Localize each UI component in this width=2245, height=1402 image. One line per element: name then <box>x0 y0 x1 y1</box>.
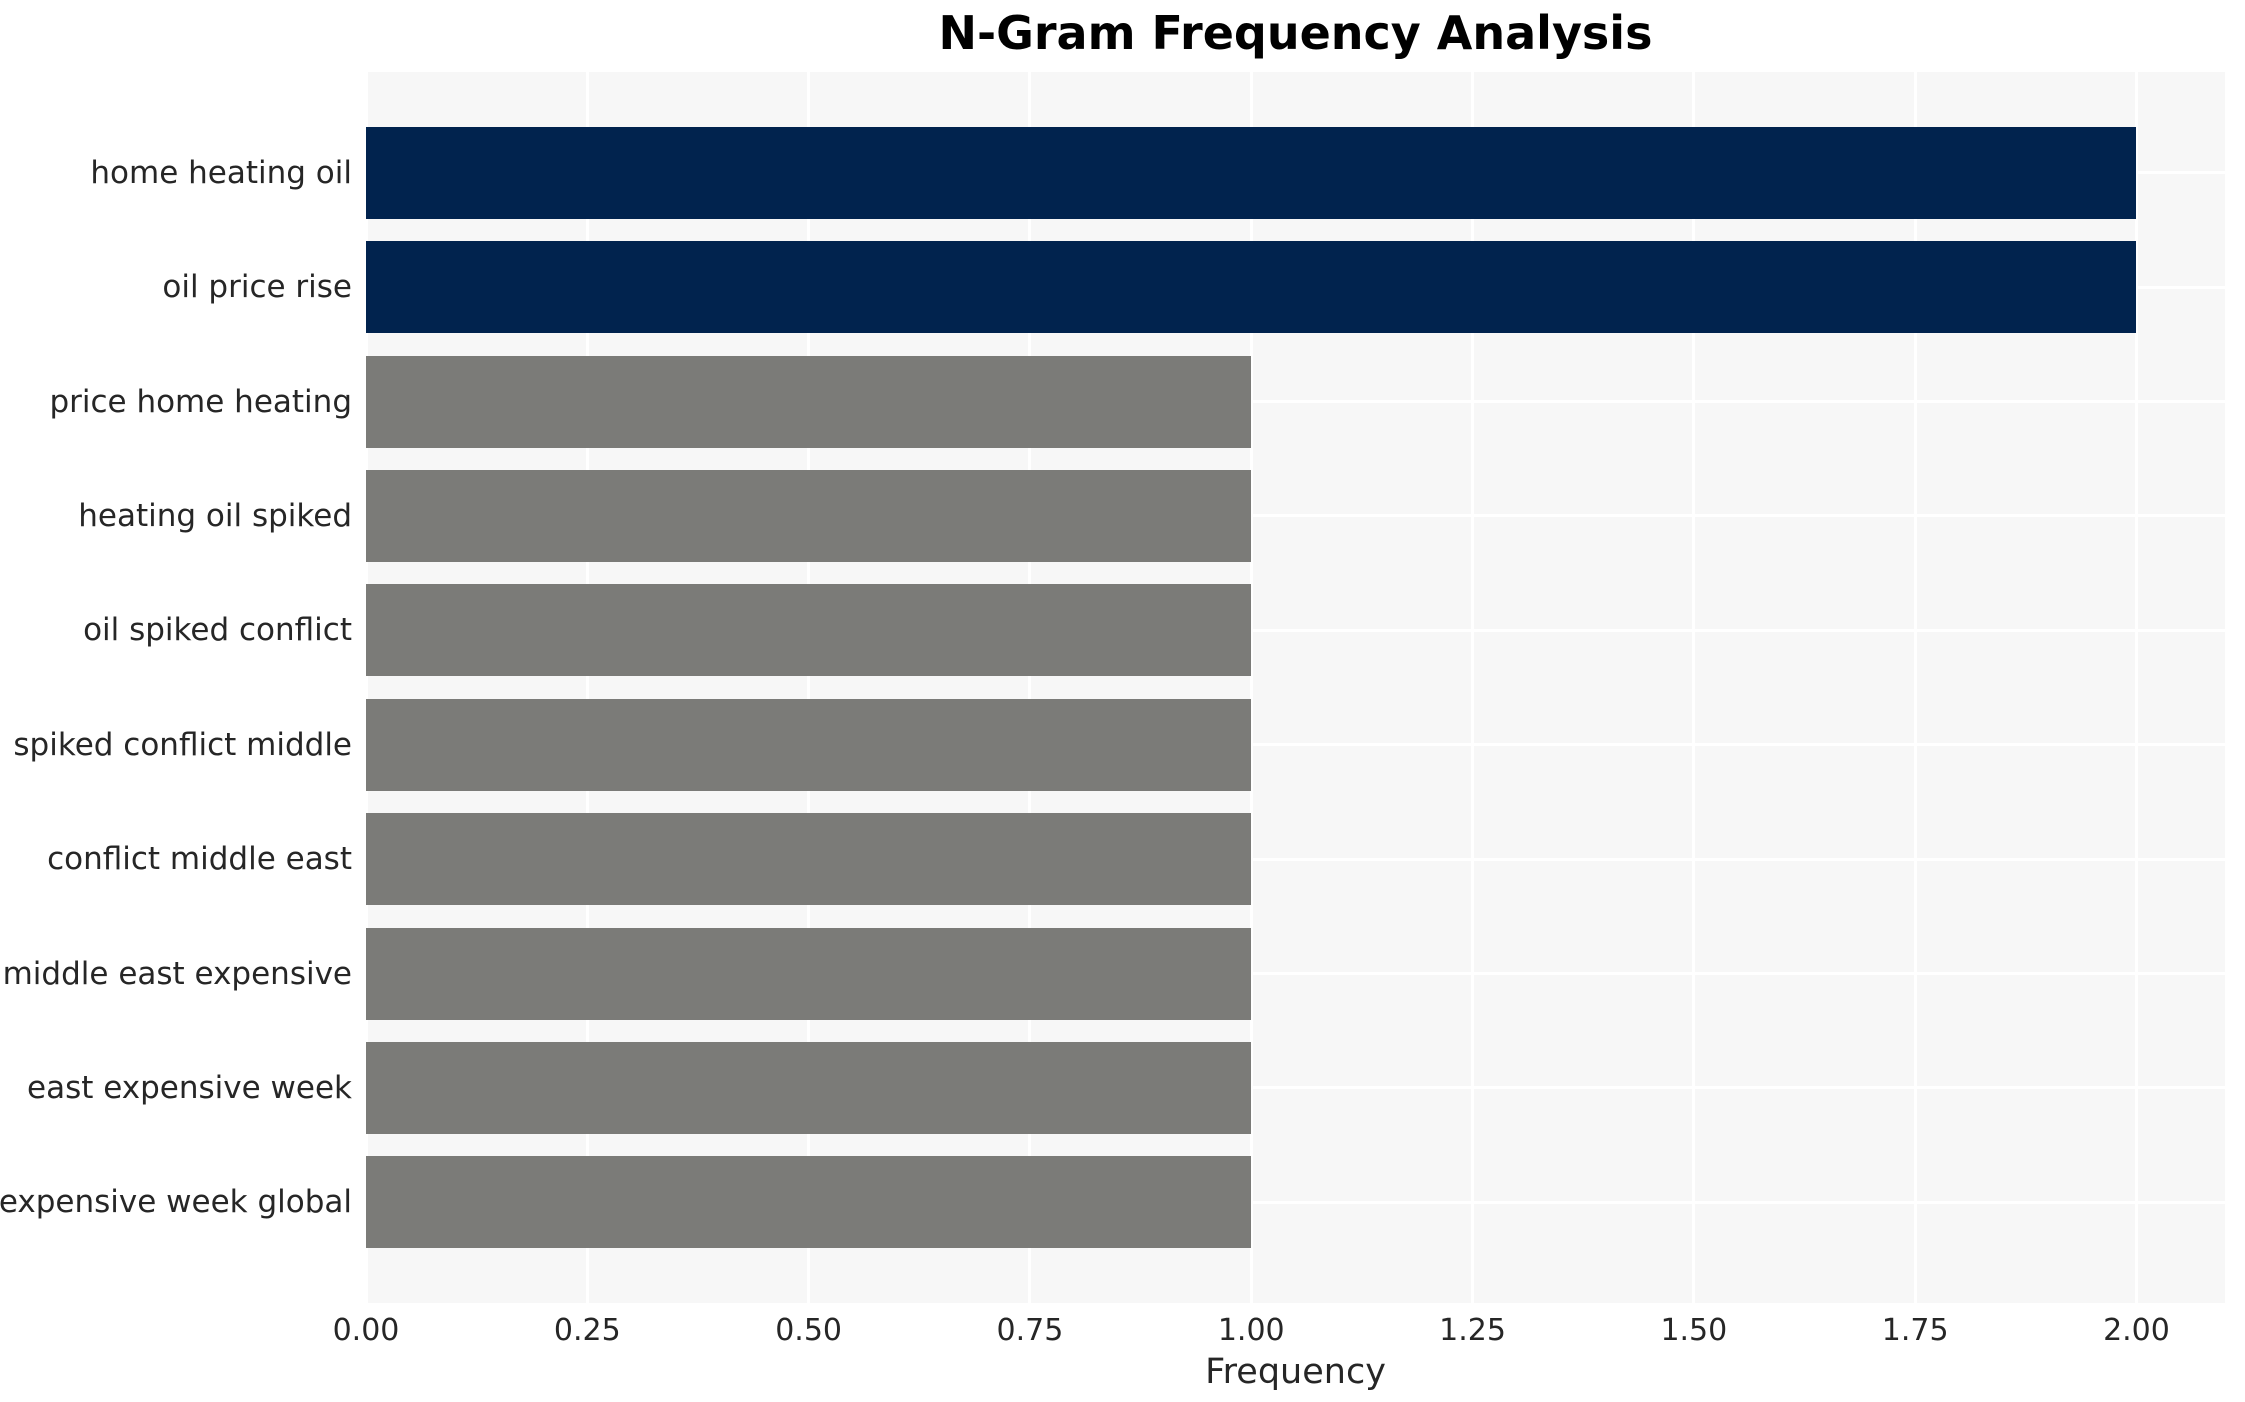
x-tick-label: 0.00 <box>332 1313 400 1348</box>
y-tick-label: expensive week global <box>0 1184 352 1221</box>
x-gridline <box>585 72 589 1303</box>
x-gridline <box>364 72 368 1303</box>
y-gridline <box>366 628 2225 632</box>
bar-heating-oil-spiked <box>366 469 1252 562</box>
y-gridline <box>366 743 2225 747</box>
y-gridline <box>366 514 2225 518</box>
chart-title: N-Gram Frequency Analysis <box>938 6 1653 60</box>
bar-oil-spiked-conflict <box>366 584 1252 677</box>
y-gridline <box>366 972 2225 975</box>
x-gridline <box>1692 72 1696 1303</box>
y-gridline <box>366 400 2225 403</box>
plot-area <box>364 72 2225 1303</box>
x-tick-label: 1.75 <box>1881 1313 1949 1348</box>
bar-oil-price-rise <box>366 241 2137 334</box>
y-gridline <box>366 1200 2225 1204</box>
x-tick-label: 1.25 <box>1439 1313 1506 1348</box>
y-tick-label: oil price rise <box>162 269 352 306</box>
bar-east-expensive-week <box>366 1041 1252 1134</box>
x-axis-label: Frequency <box>1205 1352 1386 1392</box>
x-tick-label: 1.00 <box>1217 1313 1285 1348</box>
y-gridline <box>366 1086 2225 1090</box>
x-gridline <box>1028 72 1032 1303</box>
x-tick-label: 1.50 <box>1660 1313 1728 1348</box>
y-tick-label: home heating oil <box>90 154 352 191</box>
y-tick-label: spiked conflict middle <box>13 726 352 763</box>
bar-spiked-conflict-middle <box>366 698 1252 791</box>
y-tick-label: conflict middle east <box>47 841 352 878</box>
y-gridline <box>366 857 2225 861</box>
bar-home-heating-oil <box>366 126 2137 219</box>
y-tick-label: middle east expensive <box>2 955 352 992</box>
y-tick-label: oil spiked conflict <box>83 612 352 649</box>
x-gridline <box>807 72 811 1303</box>
x-tick-label: 0.75 <box>996 1313 1064 1348</box>
x-tick-label: 2.00 <box>2103 1313 2170 1348</box>
bar-conflict-middle-east <box>366 813 1252 906</box>
bar-price-home-heating <box>366 355 1252 448</box>
bar-middle-east-expensive <box>366 927 1252 1020</box>
x-tick-label: 0.50 <box>775 1313 842 1348</box>
x-gridline <box>2134 72 2138 1303</box>
bar-expensive-week-global <box>366 1156 1252 1249</box>
y-tick-label: heating oil spiked <box>78 497 352 534</box>
x-tick-label: 0.25 <box>553 1313 621 1348</box>
y-tick-label: east expensive week <box>27 1069 352 1106</box>
y-tick-label: price home heating <box>49 383 352 420</box>
x-gridline <box>1249 72 1253 1303</box>
x-gridline <box>1471 72 1475 1303</box>
x-gridline <box>1913 72 1917 1303</box>
